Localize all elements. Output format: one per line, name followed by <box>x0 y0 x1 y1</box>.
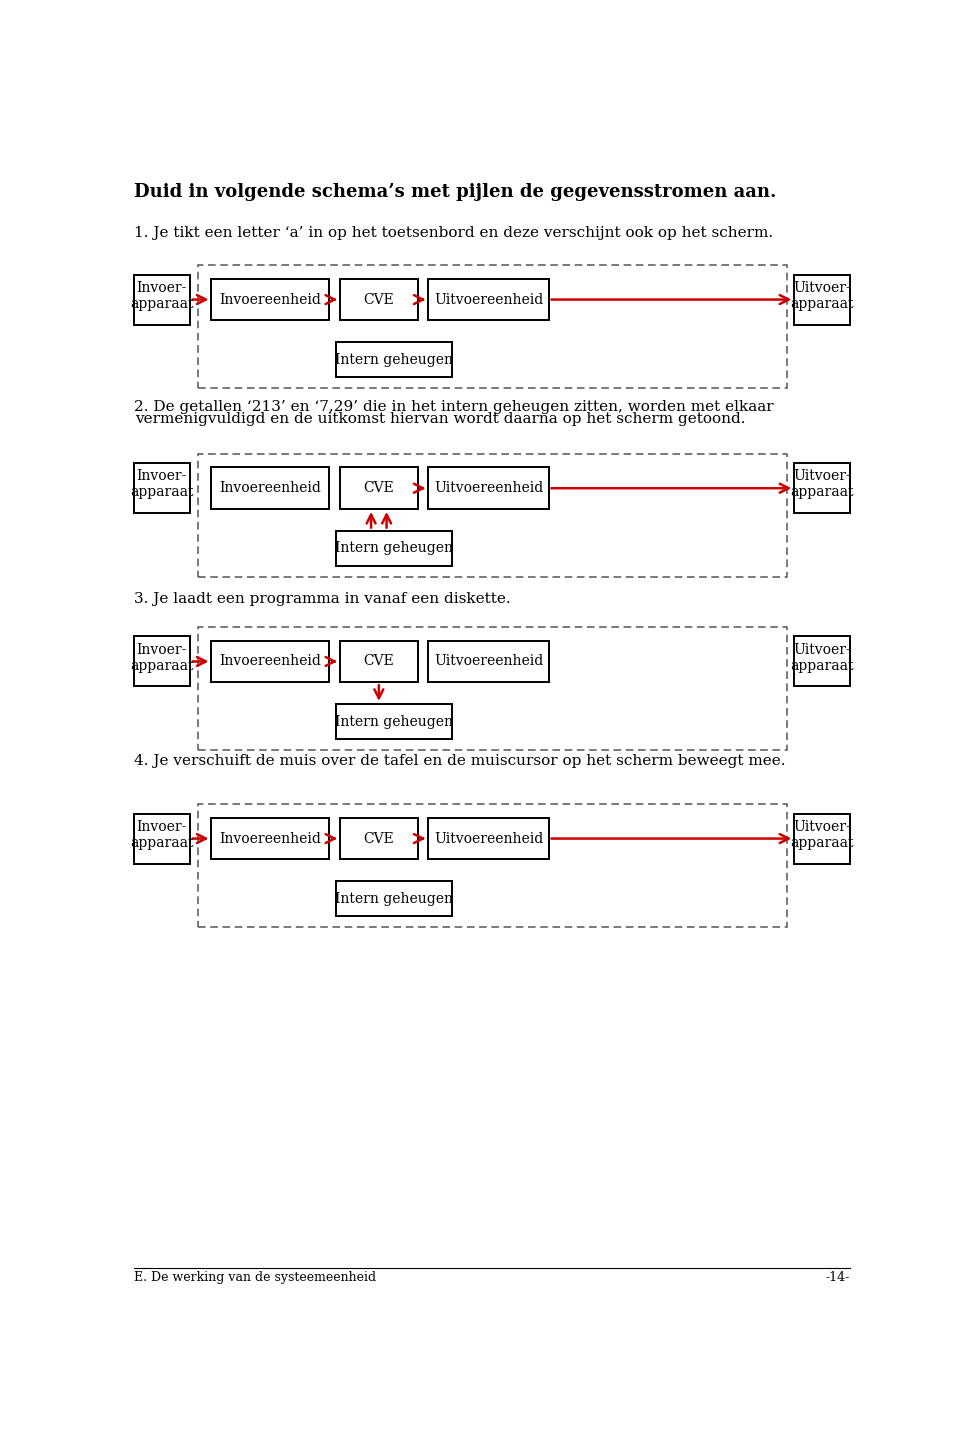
Text: CVE: CVE <box>364 832 395 846</box>
Text: Invoer-
apparaat: Invoer- apparaat <box>131 469 194 500</box>
Bar <box>211 279 329 321</box>
Bar <box>211 641 329 682</box>
Bar <box>134 637 190 686</box>
Text: 2. De getallen ‘213’ en ‘7,29’ die in het intern geheugen zitten, worden met elk: 2. De getallen ‘213’ en ‘7,29’ die in he… <box>134 400 774 413</box>
Bar <box>336 342 452 377</box>
Bar <box>134 464 190 513</box>
Text: Uitvoer-
apparaat: Uitvoer- apparaat <box>790 820 853 851</box>
Text: Invoereenheid: Invoereenheid <box>220 654 322 669</box>
Bar <box>134 274 190 325</box>
Bar <box>336 703 452 739</box>
Bar <box>198 264 786 388</box>
Text: CVE: CVE <box>364 654 395 669</box>
Bar <box>198 453 786 576</box>
Text: vermenigvuldigd en de uitkomst hiervan wordt daarna op het scherm getoond.: vermenigvuldigd en de uitkomst hiervan w… <box>135 412 746 426</box>
Text: Uitvoer-
apparaat: Uitvoer- apparaat <box>790 643 853 673</box>
Bar <box>428 279 548 321</box>
Text: Intern geheugen: Intern geheugen <box>335 891 453 905</box>
Text: Invoereenheid: Invoereenheid <box>220 481 322 495</box>
Bar <box>794 464 850 513</box>
Text: Intern geheugen: Intern geheugen <box>335 542 453 556</box>
Bar <box>336 530 452 566</box>
Text: Uitvoereenheid: Uitvoereenheid <box>434 654 543 669</box>
Bar <box>340 817 418 859</box>
Bar <box>198 627 786 749</box>
Text: 1. Je tikt een letter ‘a’ in op het toetsenbord en deze verschijnt ook op het sc: 1. Je tikt een letter ‘a’ in op het toet… <box>134 227 773 240</box>
Text: Invoer-
apparaat: Invoer- apparaat <box>131 643 194 673</box>
Bar <box>340 279 418 321</box>
Bar <box>794 813 850 864</box>
Text: Uitvoer-
apparaat: Uitvoer- apparaat <box>790 280 853 310</box>
Bar <box>794 637 850 686</box>
Bar <box>794 274 850 325</box>
Bar <box>428 817 548 859</box>
Bar <box>340 641 418 682</box>
Text: Invoereenheid: Invoereenheid <box>220 293 322 306</box>
Text: Duid in volgende schema’s met pijlen de gegevensstromen aan.: Duid in volgende schema’s met pijlen de … <box>134 182 777 201</box>
Text: Uitvoer-
apparaat: Uitvoer- apparaat <box>790 469 853 500</box>
Text: 4. Je verschuift de muis over de tafel en de muiscursor op het scherm beweegt me: 4. Je verschuift de muis over de tafel e… <box>134 754 785 768</box>
Text: E. De werking van de systeemeenheid: E. De werking van de systeemeenheid <box>134 1271 376 1284</box>
Text: CVE: CVE <box>364 293 395 306</box>
Text: Uitvoereenheid: Uitvoereenheid <box>434 832 543 846</box>
Text: CVE: CVE <box>364 481 395 495</box>
Text: Uitvoereenheid: Uitvoereenheid <box>434 293 543 306</box>
Bar <box>340 468 418 508</box>
Bar <box>198 804 786 927</box>
Text: -14-: -14- <box>826 1271 850 1284</box>
Text: 3. Je laadt een programma in vanaf een diskette.: 3. Je laadt een programma in vanaf een d… <box>134 592 511 606</box>
Text: Invoer-
apparaat: Invoer- apparaat <box>131 820 194 851</box>
Text: Invoereenheid: Invoereenheid <box>220 832 322 846</box>
Bar <box>428 468 548 508</box>
Text: Intern geheugen: Intern geheugen <box>335 352 453 367</box>
Bar <box>134 813 190 864</box>
Text: Intern geheugen: Intern geheugen <box>335 715 453 729</box>
Bar <box>211 468 329 508</box>
Bar <box>336 881 452 917</box>
Text: Uitvoereenheid: Uitvoereenheid <box>434 481 543 495</box>
Text: Invoer-
apparaat: Invoer- apparaat <box>131 280 194 310</box>
Bar <box>428 641 548 682</box>
Bar <box>211 817 329 859</box>
